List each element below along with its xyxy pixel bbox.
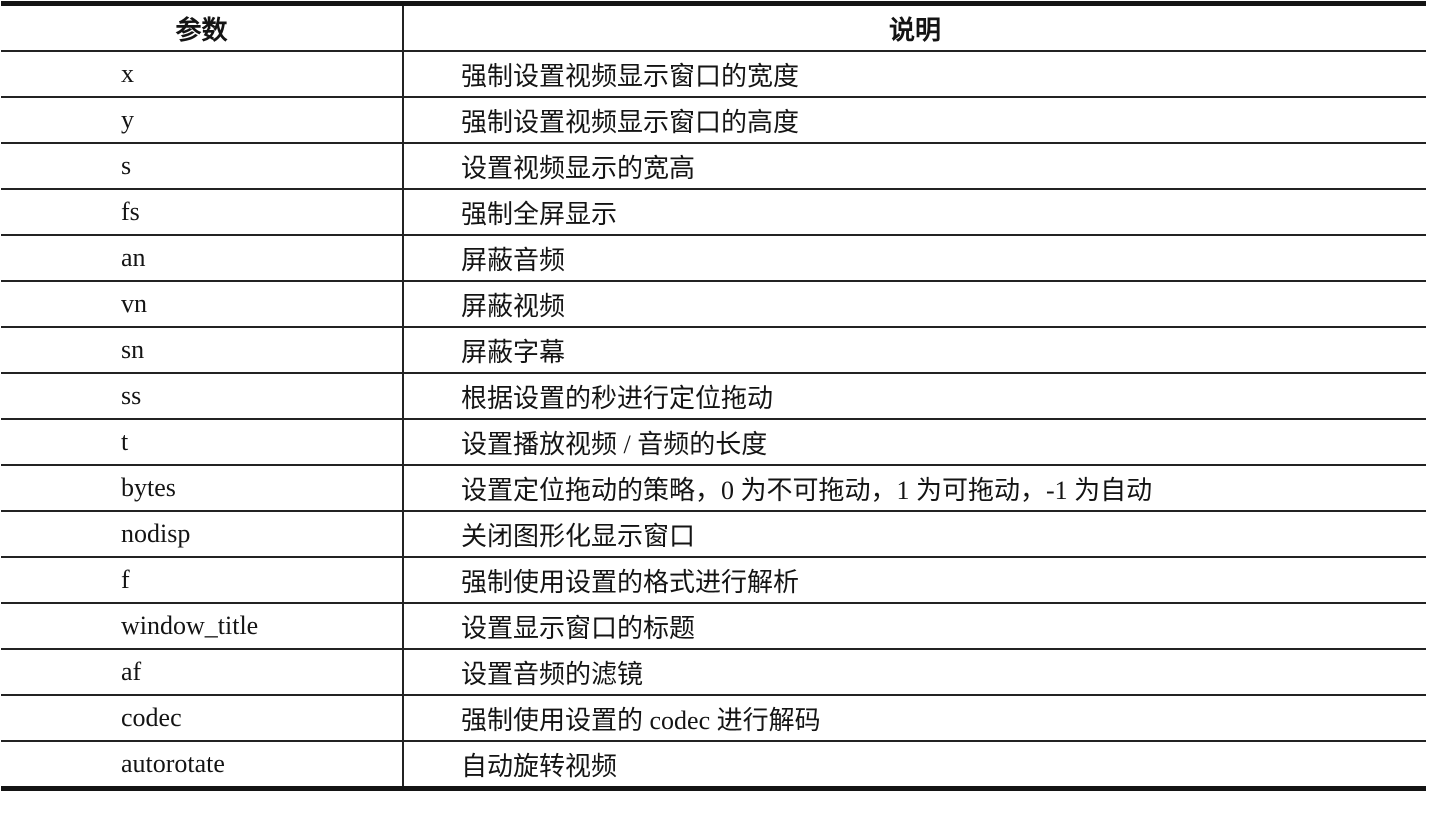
table-row: fs 强制全屏显示 (1, 189, 1426, 236)
table-row: autorotate 自动旋转视频 (1, 741, 1426, 789)
param-cell: nodisp (1, 511, 404, 558)
desc-cell: 设置定位拖动的策略，0 为不可拖动，1 为可拖动，-1 为自动 (403, 465, 1426, 512)
param-cell: s (1, 143, 404, 190)
desc-cell: 强制设置视频显示窗口的高度 (403, 97, 1426, 144)
param-cell: ss (1, 373, 404, 420)
table-row: nodisp 关闭图形化显示窗口 (1, 511, 1426, 558)
desc-cell: 强制使用设置的格式进行解析 (403, 557, 1426, 604)
table-row: ss 根据设置的秒进行定位拖动 (1, 373, 1426, 420)
table-row: s 设置视频显示的宽高 (1, 143, 1426, 190)
param-cell: an (1, 235, 404, 282)
param-cell: bytes (1, 465, 404, 512)
desc-cell: 强制使用设置的 codec 进行解码 (403, 695, 1426, 742)
param-cell: af (1, 649, 404, 696)
table-row: an 屏蔽音频 (1, 235, 1426, 282)
desc-cell: 设置显示窗口的标题 (403, 603, 1426, 650)
table-header-row: 参数 说明 (1, 3, 1426, 52)
desc-cell: 屏蔽字幕 (403, 327, 1426, 374)
param-cell: window_title (1, 603, 404, 650)
table-row: f 强制使用设置的格式进行解析 (1, 557, 1426, 604)
param-cell: fs (1, 189, 404, 236)
table-row: x 强制设置视频显示窗口的宽度 (1, 51, 1426, 98)
parameter-table: 参数 说明 x 强制设置视频显示窗口的宽度 y 强制设置视频显示窗口的高度 s … (1, 1, 1426, 791)
table-row: codec 强制使用设置的 codec 进行解码 (1, 695, 1426, 742)
desc-column-header: 说明 (403, 3, 1426, 52)
desc-cell: 自动旋转视频 (461, 751, 618, 781)
param-cell: vn (1, 281, 404, 328)
desc-cell: 根据设置的秒进行定位拖动 (403, 373, 1426, 420)
param-cell: sn (1, 327, 404, 374)
param-cell: y (1, 97, 404, 144)
param-cell: t (1, 419, 404, 466)
desc-cell: 屏蔽视频 (403, 281, 1426, 328)
param-cell: codec (1, 695, 404, 742)
desc-cell: 关闭图形化显示窗口 (403, 511, 1426, 558)
param-cell: f (1, 557, 404, 604)
table-row: sn 屏蔽字幕 (1, 327, 1426, 374)
table-row: vn 屏蔽视频 (1, 281, 1426, 328)
table-row: t 设置播放视频 / 音频的长度 (1, 419, 1426, 466)
table-row: window_title 设置显示窗口的标题 (1, 603, 1426, 650)
param-cell: x (1, 51, 404, 98)
table-row: bytes 设置定位拖动的策略，0 为不可拖动，1 为可拖动，-1 为自动 (1, 465, 1426, 512)
table-row: y 强制设置视频显示窗口的高度 (1, 97, 1426, 144)
desc-cell: 强制设置视频显示窗口的宽度 (403, 51, 1426, 98)
desc-cell: 强制全屏显示 (403, 189, 1426, 236)
desc-cell: 设置视频显示的宽高 (403, 143, 1426, 190)
table-row: af 设置音频的滤镜 (1, 649, 1426, 696)
param-column-header: 参数 (1, 3, 404, 52)
desc-cell: 设置播放视频 / 音频的长度 (403, 419, 1426, 466)
desc-cell: 屏蔽音频 (403, 235, 1426, 282)
desc-cell: 设置音频的滤镜 (403, 649, 1426, 696)
param-cell: autorotate (1, 741, 404, 789)
